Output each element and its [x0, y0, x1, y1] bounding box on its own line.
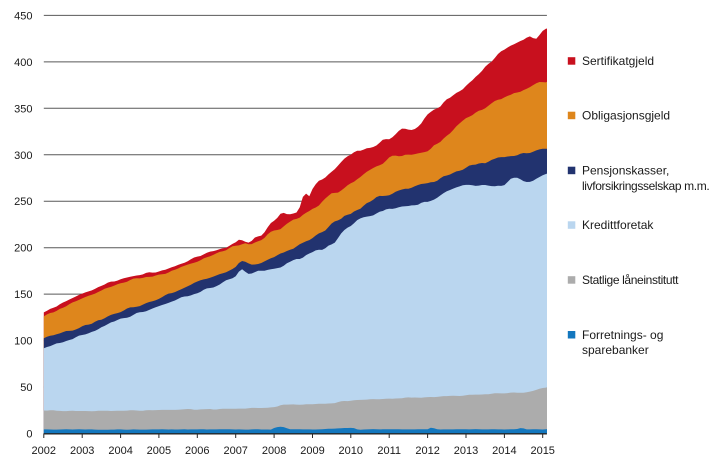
svg-text:0: 0 — [26, 429, 32, 441]
svg-text:2009: 2009 — [300, 445, 324, 457]
svg-text:2006: 2006 — [185, 445, 209, 457]
svg-text:livforsikringsselskap m.m.: livforsikringsselskap m.m. — [582, 179, 709, 193]
svg-text:100: 100 — [14, 336, 32, 348]
svg-text:2011: 2011 — [377, 445, 401, 457]
svg-text:2002: 2002 — [32, 445, 56, 457]
svg-text:2003: 2003 — [70, 445, 94, 457]
svg-text:250: 250 — [14, 196, 32, 208]
svg-text:450: 450 — [14, 10, 32, 22]
svg-text:2015: 2015 — [530, 445, 554, 457]
svg-text:sparebanker: sparebanker — [582, 343, 649, 357]
svg-text:350: 350 — [14, 103, 32, 115]
svg-text:2004: 2004 — [108, 445, 132, 457]
svg-text:300: 300 — [14, 150, 32, 162]
svg-text:Forretnings- og: Forretnings- og — [582, 328, 663, 342]
svg-text:2013: 2013 — [454, 445, 478, 457]
svg-text:Pensjonskasser,: Pensjonskasser, — [582, 164, 669, 178]
svg-text:200: 200 — [14, 243, 32, 255]
svg-text:2005: 2005 — [147, 445, 171, 457]
svg-text:Statlige låneinstitutt: Statlige låneinstitutt — [582, 273, 679, 287]
svg-text:2012: 2012 — [415, 445, 439, 457]
svg-text:2008: 2008 — [262, 445, 286, 457]
svg-text:2007: 2007 — [223, 445, 247, 457]
svg-text:400: 400 — [14, 57, 32, 69]
svg-text:2014: 2014 — [492, 445, 516, 457]
svg-text:Sertifikatgjeld: Sertifikatgjeld — [582, 54, 654, 68]
svg-text:150: 150 — [14, 289, 32, 301]
svg-text:2010: 2010 — [339, 445, 363, 457]
svg-text:50: 50 — [20, 382, 32, 394]
svg-text:Obligasjonsgjeld: Obligasjonsgjeld — [582, 109, 670, 123]
svg-text:Kredittforetak: Kredittforetak — [582, 218, 654, 232]
